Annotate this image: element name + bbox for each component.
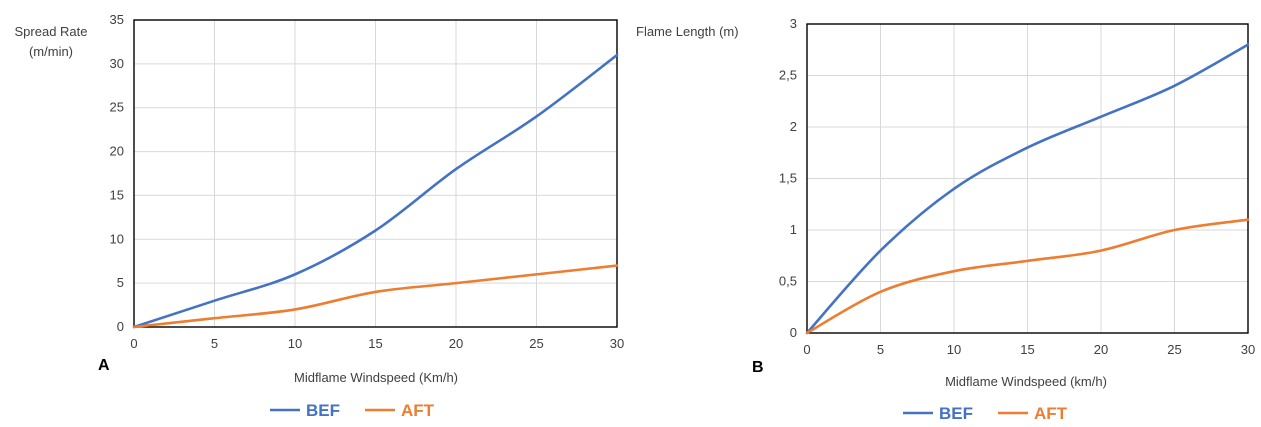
y-tick-label: 10 (110, 231, 124, 246)
y-axis-title: Flame Length (m) (636, 24, 739, 39)
x-tick-label: 15 (368, 336, 382, 351)
panel-label: B (752, 359, 764, 376)
y-tick-label: 2 (790, 119, 797, 134)
series-line-aft (805, 218, 1250, 335)
x-tick-label: 0 (130, 336, 137, 351)
x-tick-label: 10 (947, 342, 961, 357)
x-tick-label: 20 (449, 336, 463, 351)
plot-frame (133, 19, 618, 328)
y-tick-label: 15 (110, 187, 124, 202)
chart-panel-a: 0 5 10 15 20 25 30 35 0 5 10 15 20 25 30 Spread Rate (m/… (15, 12, 625, 420)
y-tick-label: 5 (117, 275, 124, 290)
x-tick-label: 20 (1094, 342, 1108, 357)
x-tick-label: 25 (529, 336, 543, 351)
y-tick-label: 1,5 (779, 171, 797, 186)
y-tick-label: 0 (790, 325, 797, 340)
y-tick-label: 30 (110, 56, 124, 71)
panel-label: A (98, 357, 110, 374)
y-tick-label: 2,5 (779, 68, 797, 83)
y-axis-title: (m/min) (29, 44, 73, 59)
x-tick-label: 30 (610, 336, 624, 351)
x-tick-label: 0 (803, 342, 810, 357)
x-tick-label: 5 (211, 336, 218, 351)
legend-label-aft: AFT (401, 401, 435, 420)
y-tick-label: 3 (790, 16, 797, 31)
x-tick-label: 25 (1167, 342, 1181, 357)
y-tick-label: 0,5 (779, 274, 797, 289)
y-tick-label: 25 (110, 100, 124, 115)
series-line-bef (132, 53, 619, 329)
y-tick-label: 0 (117, 319, 124, 334)
series-line-aft (132, 264, 619, 329)
x-tick-label: 5 (877, 342, 884, 357)
series-line-bef (805, 43, 1250, 335)
plot-frame (806, 23, 1249, 334)
y-axis-title: Spread Rate (15, 24, 88, 39)
y-tick-label: 1 (790, 222, 797, 237)
legend-label-aft: AFT (1034, 404, 1068, 423)
x-tick-label: 10 (288, 336, 302, 351)
x-axis-title: Midflame Windspeed (km/h) (945, 374, 1107, 389)
x-axis-title: Midflame Windspeed (Km/h) (294, 370, 458, 385)
y-tick-label: 20 (110, 144, 124, 159)
x-tick-label: 15 (1020, 342, 1034, 357)
x-tick-label: 30 (1241, 342, 1255, 357)
legend-label-bef: BEF (306, 401, 340, 420)
y-tick-label: 35 (110, 12, 124, 27)
legend-label-bef: BEF (939, 404, 973, 423)
